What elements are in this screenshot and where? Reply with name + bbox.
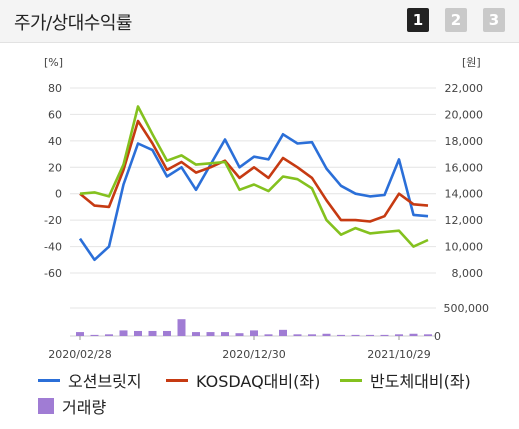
left-tick-label: 20 — [48, 161, 62, 174]
volume-bar — [380, 334, 389, 336]
volume-bar — [177, 319, 186, 336]
legend-item-volume: 거래량 — [38, 394, 106, 418]
volume-bar — [148, 330, 157, 336]
chart-title: 주가/상대수익률 — [14, 13, 132, 34]
x-tick-label: 2021/10/29 — [367, 348, 430, 361]
volume-bar — [119, 330, 128, 336]
legend-label-semis: 반도체대비(좌) — [370, 372, 471, 391]
volume-bar — [221, 332, 229, 336]
volume-bar — [206, 332, 215, 336]
volume-bar — [293, 334, 302, 336]
right-tick-label: 16,000 — [445, 161, 484, 174]
volume-bar — [424, 334, 432, 336]
right-axis-unit: [원] — [462, 56, 481, 69]
chart-header: 주가/상대수익률 1 2 3 — [0, 0, 519, 43]
stock-price-line — [78, 133, 429, 262]
volume-bar — [235, 333, 244, 336]
legend-swatch-semis — [340, 378, 362, 382]
volume-bar — [322, 333, 331, 336]
volume-bar — [105, 334, 113, 336]
right-tick-label: 20,000 — [445, 108, 484, 121]
legend-label-stock: 오션브릿지 — [68, 372, 142, 391]
legend-item-kosdaq: KOSDAQ대비(좌) — [166, 368, 320, 392]
volume-bar — [351, 334, 360, 336]
legend-item-semis: 반도체대비(좌) — [340, 368, 471, 392]
semis-relative-line — [79, 105, 429, 248]
volume-bar — [134, 330, 142, 336]
right-tick-label: 14,000 — [445, 188, 484, 201]
volume-bar — [264, 334, 273, 336]
left-tick-label: 60 — [48, 108, 62, 121]
right-tick-label: 18,000 — [445, 135, 484, 148]
left-tick-label: -60 — [44, 267, 62, 280]
volume-bar — [250, 330, 258, 336]
volume-bar — [163, 330, 171, 336]
left-tick-label: -40 — [44, 241, 62, 254]
legend-label-volume: 거래량 — [62, 398, 107, 417]
relative-return-chart: [%] [원] 80 60 40 20 0 -20 -40 -60 22,000 20,000 18,0… — [44, 56, 490, 361]
x-tick-label: 2020/02/28 — [48, 348, 111, 361]
legend-label-kosdaq: KOSDAQ대비(좌) — [196, 372, 321, 391]
left-tick-label: 40 — [48, 135, 62, 148]
period-tabs: 1 2 3 — [407, 8, 505, 32]
left-tick-label: 0 — [55, 188, 62, 201]
right-tick-label: 12,000 — [445, 214, 484, 227]
volume-bar — [279, 329, 287, 336]
x-tick-label: 2020/12/30 — [222, 348, 285, 361]
volume-bar — [337, 334, 345, 336]
volume-bar — [366, 334, 374, 336]
legend-swatch-stock — [38, 378, 60, 382]
tab-3[interactable]: 3 — [483, 8, 505, 32]
left-axis-unit: [%] — [44, 56, 63, 69]
legend-swatch-volume — [38, 398, 54, 414]
left-tick-label: -20 — [44, 214, 62, 227]
volume-bar — [395, 334, 403, 336]
volume-tick-label: 500,000 — [444, 302, 490, 315]
volume-bar — [76, 332, 84, 336]
right-tick-label: 10,000 — [445, 241, 484, 254]
tab-1[interactable]: 1 — [407, 8, 429, 32]
legend-swatch-kosdaq — [166, 378, 188, 382]
right-tick-label: 8,000 — [452, 267, 484, 280]
volume-bar — [409, 333, 418, 336]
volume-bar — [90, 334, 99, 336]
tab-2[interactable]: 2 — [445, 8, 467, 32]
volume-bar — [192, 332, 200, 336]
volume-bar — [308, 334, 316, 336]
left-tick-label: 80 — [48, 82, 62, 95]
kosdaq-relative-line — [79, 119, 429, 223]
legend-item-stock: 오션브릿지 — [38, 368, 142, 392]
right-tick-label: 22,000 — [445, 82, 484, 95]
volume-tick-label: 0 — [434, 330, 441, 343]
